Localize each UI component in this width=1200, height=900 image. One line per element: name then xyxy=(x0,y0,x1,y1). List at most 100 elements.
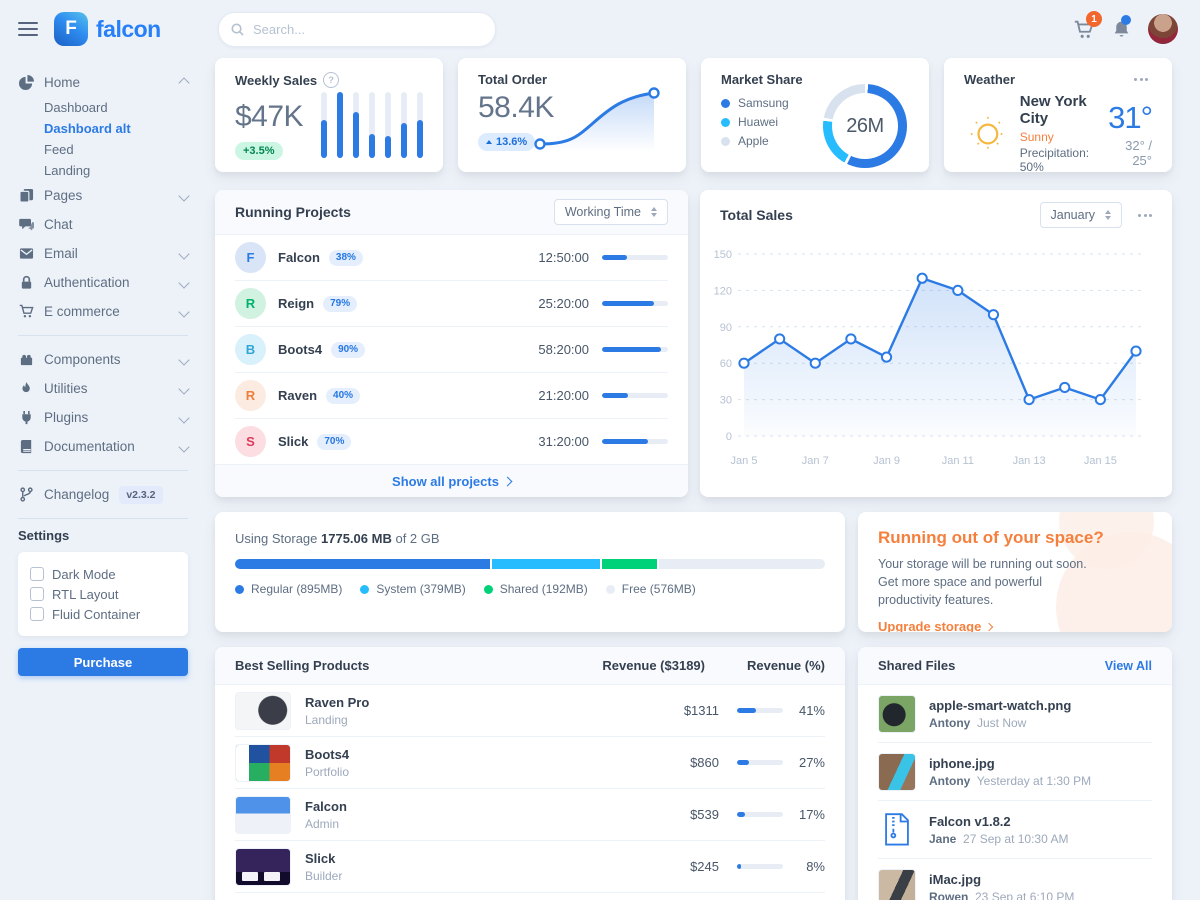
option-label: Dark Mode xyxy=(52,566,116,582)
sidebar-item-label: Documentation xyxy=(44,439,135,454)
project-name-link[interactable]: Raven xyxy=(278,388,318,404)
user-avatar[interactable] xyxy=(1148,14,1178,44)
pages-icon xyxy=(18,188,35,203)
chevron-down-icon xyxy=(178,440,190,453)
legend-item: Free (576MB) xyxy=(605,582,696,596)
best-selling-products-card: Best Selling Products Revenue ($3189) Re… xyxy=(215,647,845,900)
rtl-layout-checkbox[interactable] xyxy=(30,587,44,601)
file-name-link[interactable]: iphone.jpg xyxy=(929,755,995,771)
chevron-down-icon xyxy=(178,353,190,366)
weather-condition: Sunny xyxy=(1019,130,1054,144)
total-order-value: 58.4K xyxy=(478,91,554,124)
dark-mode-option[interactable]: Dark Mode xyxy=(30,564,176,584)
product-category: Portfolio xyxy=(305,764,350,779)
sidebar-item-pages[interactable]: Pages xyxy=(18,181,194,210)
show-all-projects-link[interactable]: Show all projects xyxy=(215,464,688,497)
total-order-badge: 13.6% xyxy=(478,133,536,151)
option-label: RTL Layout xyxy=(52,586,119,602)
product-thumbnail xyxy=(235,847,291,886)
ellipsis-menu-icon[interactable] xyxy=(1134,210,1156,221)
product-name-link[interactable]: Falcon xyxy=(305,798,347,814)
file-name-link[interactable]: Falcon v1.8.2 xyxy=(929,813,1011,829)
weather-range: 32° / 25° xyxy=(1125,137,1152,168)
sidebar-item-dashboard[interactable]: Dashboard xyxy=(44,100,108,115)
search-bar[interactable] xyxy=(218,12,496,47)
rtl-layout-option[interactable]: RTL Layout xyxy=(30,584,176,604)
working-time-select[interactable]: Working Time xyxy=(553,199,668,226)
donut-center-value: 26M xyxy=(846,114,884,137)
sidebar-item-components[interactable]: Components xyxy=(18,345,194,374)
weather-city: New York City xyxy=(1019,93,1087,127)
search-icon xyxy=(231,23,244,36)
sidebar-item-home[interactable]: Home xyxy=(18,68,194,97)
sidebar-item-feed[interactable]: Feed xyxy=(44,142,74,157)
search-input[interactable] xyxy=(251,21,483,38)
help-icon[interactable]: ? xyxy=(323,72,340,88)
month-select[interactable]: January xyxy=(1039,202,1122,228)
sidebar-item-authentication[interactable]: Authentication xyxy=(18,268,194,297)
product-percent: 41% xyxy=(798,703,825,718)
caret-up-icon xyxy=(486,140,492,144)
legend-item: System (379MB) xyxy=(360,582,466,596)
sidebar-item-plugins[interactable]: Plugins xyxy=(18,403,194,432)
cart-button[interactable]: 1 xyxy=(1073,11,1102,40)
storage-progress-bar xyxy=(235,559,825,569)
sidebar-item-ecommerce[interactable]: E commerce xyxy=(18,297,194,326)
hamburger-menu-icon[interactable] xyxy=(18,18,38,40)
product-row: Falcon Admin $539 17% xyxy=(235,789,825,841)
weekly-sales-bar xyxy=(369,92,375,158)
total-order-card: Total Order 58.4K 13.6% xyxy=(458,58,686,172)
project-name-link[interactable]: Slick xyxy=(278,434,309,450)
best-selling-title: Best Selling Products xyxy=(235,658,370,673)
revenue-percent-column-header: Revenue (%) xyxy=(746,658,825,673)
project-avatar: F xyxy=(235,242,266,274)
fluid-container-checkbox[interactable] xyxy=(30,607,44,621)
sidebar-item-dashboard-alt[interactable]: Dashboard alt xyxy=(44,121,131,136)
option-label: Fluid Container xyxy=(52,606,141,622)
chevron-down-icon xyxy=(178,276,190,289)
legend-dot xyxy=(360,584,370,594)
upgrade-storage-link[interactable]: Upgrade storage xyxy=(878,619,994,632)
sidebar-item-email[interactable]: Email xyxy=(18,239,194,268)
storage-card: Using Storage 1775.06 MB of 2 GB Regular… xyxy=(215,512,845,632)
running-projects-card: Running Projects Working Time F Falcon 38%… xyxy=(215,190,688,497)
product-percent: 27% xyxy=(798,755,825,770)
ellipsis-menu-icon[interactable] xyxy=(1130,74,1152,85)
total-sales-title: Total Sales xyxy=(720,207,793,223)
sidebar-item-label: Chat xyxy=(44,217,73,232)
product-name-link[interactable]: Slick xyxy=(305,850,336,866)
chevron-down-icon xyxy=(178,305,190,318)
sidebar-item-utilities[interactable]: Utilities xyxy=(18,374,194,403)
sidebar-item-chat[interactable]: Chat xyxy=(18,210,194,239)
legend-dot xyxy=(721,136,730,146)
project-name-link[interactable]: Falcon xyxy=(278,250,320,266)
project-name-link[interactable]: Reign xyxy=(278,296,315,312)
weekly-sales-bar xyxy=(417,92,423,158)
legend-item: Apple xyxy=(721,134,909,148)
fluid-container-option[interactable]: Fluid Container xyxy=(30,604,176,624)
book-icon xyxy=(18,439,35,454)
product-name-link[interactable]: Raven Pro xyxy=(305,694,370,710)
sidebar-item-documentation[interactable]: Documentation xyxy=(18,432,194,461)
sidebar-item-landing[interactable]: Landing xyxy=(44,163,91,178)
sidebar-item-label: Utilities xyxy=(44,381,88,396)
zip-file-icon xyxy=(878,811,916,849)
svg-text:Jan 15: Jan 15 xyxy=(1084,455,1117,467)
file-name-link[interactable]: iMac.jpg xyxy=(929,871,982,887)
project-row: R Raven 40% 21:20:00 xyxy=(235,373,668,420)
weather-temperature: 31° xyxy=(1108,99,1153,135)
market-share-donut-chart: 26M xyxy=(823,84,907,168)
project-name-link[interactable]: Boots4 xyxy=(278,342,323,358)
project-progress-bar xyxy=(602,393,668,399)
file-meta: Antony Yesterday at 1:30 PM xyxy=(929,773,1092,788)
purchase-button[interactable]: Purchase xyxy=(18,648,188,676)
view-all-link[interactable]: View All xyxy=(1104,658,1152,673)
sidebar-item-changelog[interactable]: Changelog v2.3.2 xyxy=(18,480,194,509)
file-name-link[interactable]: apple-smart-watch.png xyxy=(929,697,1072,713)
dark-mode-checkbox[interactable] xyxy=(30,567,44,581)
legend-dot xyxy=(235,584,244,594)
notifications-button[interactable] xyxy=(1111,14,1132,40)
shared-file-row: Falcon v1.8.2 Jane 27 Sep at 10:30 AM xyxy=(878,801,1152,859)
app-logo[interactable]: F falcon xyxy=(54,12,161,46)
product-name-link[interactable]: Boots4 xyxy=(305,746,350,762)
